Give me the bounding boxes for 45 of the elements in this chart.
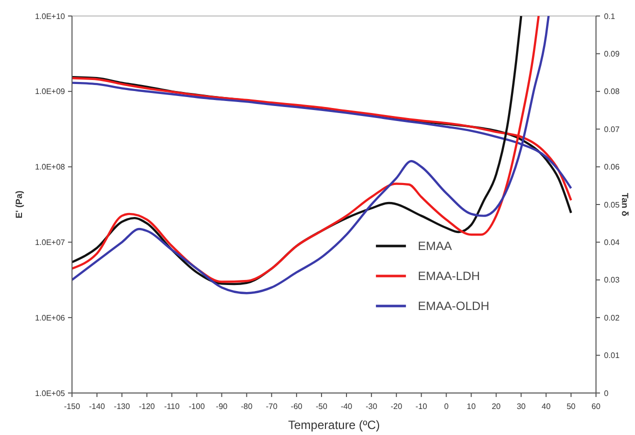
x-tick-label: -50 [316,402,328,411]
x-tick-label: -70 [266,402,278,411]
x-tick-label: -120 [138,402,156,411]
x-tick-label: 10 [466,402,476,411]
y2-tick-label: 0.04 [604,238,620,247]
legend-label: EMAA-LDH [418,269,480,284]
y-tick-label: 1.0E+10 [34,12,66,21]
x-tick-label: -80 [240,402,253,411]
x-axis-title: Temperature (ºC) [288,418,380,432]
y-tick-label: 1.0E+09 [34,87,66,96]
x-tick-label: 50 [566,402,576,411]
x-tick-label: -130 [114,402,130,411]
y-axis-title: E' (Pa) [14,190,24,218]
y2-tick-label: 0.02 [604,313,620,322]
x-tick-label: -110 [164,402,180,411]
y2-tick-label: 0.08 [604,87,620,96]
x-tick-label: -140 [88,402,106,411]
y-tick-label: 1.0E+07 [34,238,66,247]
x-tick-label: 40 [542,402,552,411]
x-tick-label: -10 [416,402,428,411]
x-tick-label: -100 [188,402,206,411]
y2-tick-label: 0 [604,388,609,398]
y2-tick-label: 0.01 [604,351,620,360]
x-tick-label: -30 [366,402,378,411]
x-tick-label: -20 [390,402,403,411]
x-tick-label: -40 [340,402,353,411]
y-tick-label: 1.0E+06 [34,313,66,322]
y2-axis-title: Tan δ [620,192,630,217]
y2-tick-label: 0.07 [604,124,620,134]
y-tick-label: 1.0E+08 [34,162,66,172]
y2-tick-label: 0.1 [604,12,616,21]
x-tick-label: -60 [290,402,303,411]
x-tick-label: -150 [64,402,81,411]
y2-tick-label: 0.09 [604,50,620,58]
y2-tick-label: 0.06 [604,162,620,172]
x-tick-label: 60 [592,402,601,411]
y-tick-label: 1.0E+05 [34,388,66,398]
y2-tick-label: 0.05 [604,200,620,210]
x-tick-label: 20 [492,402,502,411]
legend-label: EMAA [418,239,452,254]
x-tick-label: -90 [216,402,228,411]
y2-tick-label: 0.03 [604,276,620,285]
x-tick-label: 30 [516,402,526,411]
x-tick-label: 0 [444,402,450,411]
legend-label: EMAA-OLDH [418,299,490,314]
